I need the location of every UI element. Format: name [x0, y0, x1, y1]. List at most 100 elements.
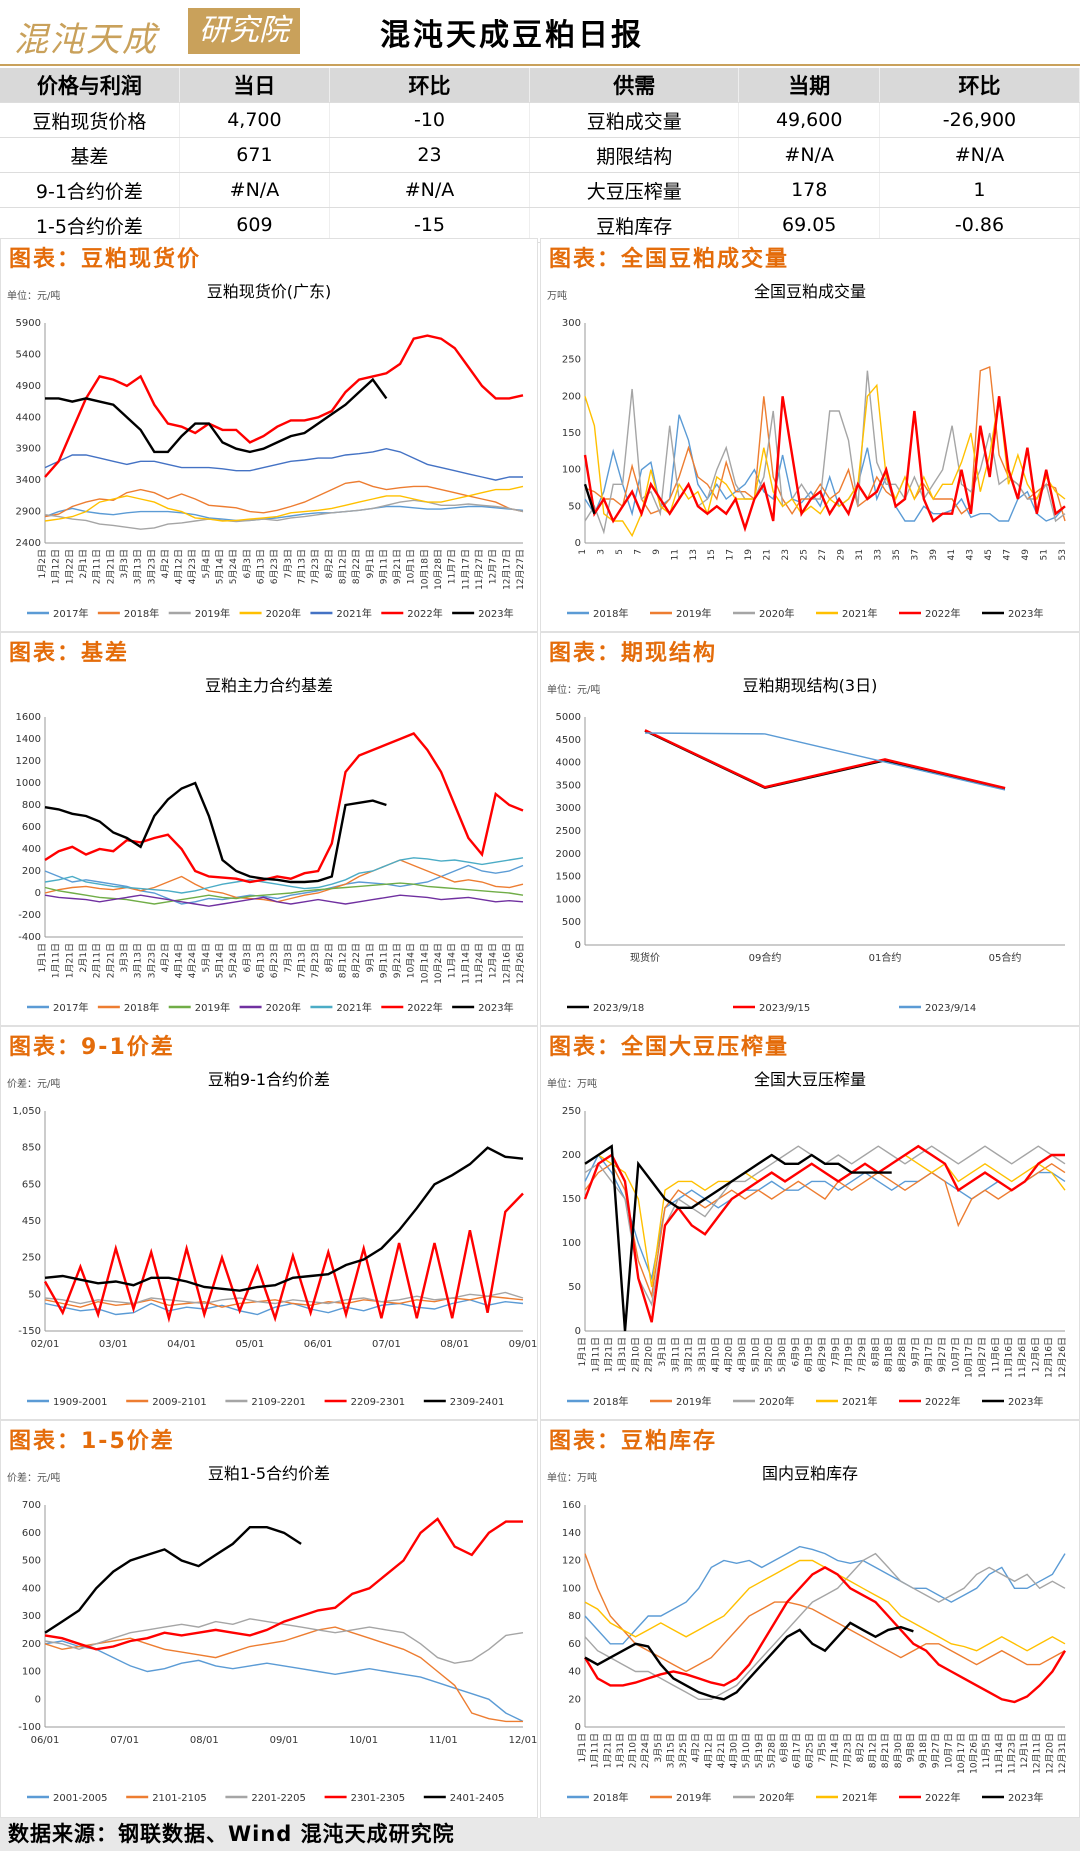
x-tick-label: 6月25日: [804, 1733, 815, 1768]
legend-label: 2020年: [266, 607, 301, 620]
series-line-2020年: [584, 1552, 1066, 1700]
x-tick-label: 6月23日: [269, 549, 280, 584]
panel-title: 图表：基差: [9, 641, 130, 666]
x-tick-label: 11月24日: [474, 943, 485, 984]
series-line-2022年: [44, 334, 524, 478]
x-tick-label: 3月13日: [133, 549, 144, 584]
legend-label: 2001-2005: [53, 1793, 108, 1804]
x-tick-label: 8月12日: [337, 943, 348, 978]
y-tick-label: 200: [562, 391, 581, 402]
summary-cell: 23: [329, 137, 530, 173]
chart-title: 豆粕9-1合约价差: [208, 1070, 330, 1089]
y-tick-label: 3500: [556, 780, 581, 791]
x-tick-label: 7月5日: [817, 1733, 828, 1762]
x-tick-label: 3月11日: [670, 1337, 681, 1372]
y-tick-label: -150: [18, 1326, 41, 1337]
summary-cell: 期限结构: [529, 137, 740, 173]
series-line-2019年: [584, 1553, 1066, 1673]
legend-label: 2020年: [759, 1791, 794, 1804]
legend-label: 2019年: [676, 1791, 711, 1804]
legend-label: 2017年: [53, 1001, 88, 1014]
x-tick-label: 3月23日: [146, 943, 157, 978]
x-tick-label: 11月23日: [1006, 1733, 1017, 1774]
legend-label: 2018年: [124, 1001, 159, 1014]
summary-cell: 基差: [0, 137, 180, 173]
series-line-2019年: [584, 1162, 1066, 1299]
y-tick-label: -100: [18, 1722, 41, 1733]
x-tick-label: 9月17日: [924, 1337, 935, 1372]
x-tick-label: 11/01: [429, 1735, 458, 1746]
series-line-1909-2001: [44, 1299, 524, 1316]
x-tick-label: 1月31日: [615, 1733, 626, 1768]
y-tick-label: 5900: [16, 318, 41, 329]
series-line-2309-2401: [44, 1146, 524, 1292]
legend-label: 2022年: [407, 1001, 442, 1014]
x-tick-label: 1月11日: [51, 943, 62, 978]
summary-cell: 49,600: [738, 102, 880, 138]
summary-cell: -10: [329, 102, 530, 138]
logo-box: 研究院: [188, 8, 300, 54]
panel-title: 图表：9-1价差: [9, 1035, 175, 1060]
logo-text: 混沌天成: [14, 20, 158, 60]
panel-title: 图表：豆粕库存: [549, 1429, 718, 1454]
x-tick-label: 3月23日: [146, 549, 157, 584]
legend-label: 2023年: [478, 1001, 513, 1014]
legend-label: 2023年: [478, 607, 513, 620]
summary-row: 9-1合约价差 #N/A #N/A 大豆压榨量 178 1: [0, 172, 1080, 208]
x-tick-label: 5月14日: [215, 943, 226, 978]
y-tick-label: 120: [562, 1556, 581, 1567]
x-tick-label: 33: [873, 549, 883, 560]
summary-cell: 609: [179, 207, 331, 243]
legend-label: 2023/9/15: [759, 1003, 810, 1014]
footer-source: 数据来源：钢联数据、Wind 混沌天成研究院: [0, 1818, 1080, 1851]
x-tick-label: 6月13日: [256, 943, 267, 978]
x-tick-label: 6月17日: [792, 1733, 803, 1768]
x-tick-label: 2月11日: [92, 549, 103, 584]
x-tick-label: 7月23日: [310, 943, 321, 978]
x-tick-label: 2月10日: [628, 1733, 639, 1768]
x-tick-label: 3月21日: [684, 1337, 695, 1372]
legend-label: 2020年: [759, 1395, 794, 1408]
y-tick-label: 100: [22, 1667, 41, 1678]
legend-label: 2017年: [53, 607, 88, 620]
panel-title: 图表：1-5价差: [9, 1429, 175, 1454]
legend-label: 2022年: [925, 1791, 960, 1804]
legend-label: 2023年: [1008, 1791, 1043, 1804]
y-tick-label: 0: [575, 1722, 581, 1733]
panel-structure: 图表：期现结构 豆粕期现结构(3日) 单位：元/吨 0 500 1000 1500 2000…: [540, 632, 1080, 1026]
y-tick-label: 4900: [16, 381, 41, 392]
legend-label: 2301-2305: [351, 1793, 406, 1804]
summary-table: 价格与利润 当日 环比 供需 当期 环比 豆粕现货价格 4,700 -10 豆粕…: [0, 68, 1080, 243]
series-line-2021年: [584, 1559, 1066, 1652]
x-tick-label: 12月4日: [488, 943, 499, 978]
y-tick-label: 650: [22, 1179, 41, 1190]
x-tick-label: 3: [596, 549, 606, 555]
x-tick-label: 2月10日: [630, 1337, 641, 1372]
x-tick-label: 3月5日: [653, 1733, 664, 1762]
report-title: 混沌天成豆粕日报: [380, 18, 644, 53]
company-logo: 混沌天成 研究院: [10, 8, 300, 60]
x-tick-label: 21: [763, 549, 773, 560]
x-tick-label: 1月21日: [602, 1733, 613, 1768]
x-tick-label: 12月26日: [1057, 1337, 1068, 1378]
x-tick-label: 12月27日: [515, 549, 526, 590]
x-tick-label: 7月19日: [844, 1337, 855, 1372]
x-tick-label: 4月12日: [174, 549, 185, 584]
series-line-2019年: [44, 499, 524, 530]
x-tick-label: 9月1日: [365, 943, 376, 972]
legend-label: 2019年: [676, 607, 711, 620]
x-tick-label: 2月20日: [644, 1337, 655, 1372]
x-tick-label: 07/01: [372, 1339, 401, 1350]
x-tick-label: 3月25日: [678, 1733, 689, 1768]
x-tick-label: 9月8日: [905, 1733, 916, 1762]
x-tick-label: 05/01: [235, 1339, 264, 1350]
x-tick-label: 17: [726, 549, 736, 560]
x-tick-label: 10月17日: [956, 1733, 967, 1774]
x-tick-label: 10月27日: [977, 1337, 988, 1378]
series-line-2019年: [44, 882, 524, 905]
legend-label: 2022年: [925, 1395, 960, 1408]
chart-title: 豆粕期现结构(3日): [743, 676, 878, 695]
x-tick-label: 02/01: [31, 1339, 60, 1350]
chart-title: 豆粕现货价(广东): [207, 282, 332, 301]
y-tick-label: 2500: [556, 826, 581, 837]
